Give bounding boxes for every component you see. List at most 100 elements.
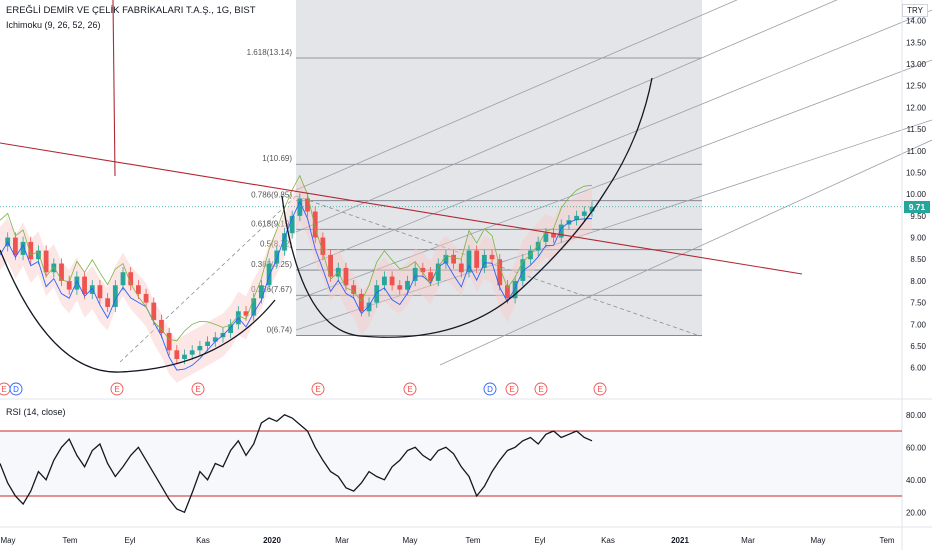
event-badge-label: D (13, 385, 19, 394)
time-tick-label: May (0, 536, 15, 545)
fib-level-label: 0.382(8.25) (251, 260, 292, 269)
rsi-tick-label: 20.00 (906, 508, 927, 517)
time-tick-label: Eyl (534, 536, 545, 545)
candle-body (289, 215, 295, 234)
candle-body (458, 263, 464, 273)
candle-body (374, 285, 380, 303)
time-tick-label: Eyl (124, 536, 135, 545)
price-tick-label: 12.00 (906, 103, 927, 112)
candle-body (358, 293, 364, 312)
candle-body (474, 250, 480, 268)
time-tick-label: Kas (601, 536, 615, 545)
candle-body (558, 224, 564, 238)
candle-body (120, 272, 126, 286)
price-tick-label: 9.00 (910, 234, 926, 243)
rsi-tick-label: 60.00 (906, 443, 927, 452)
fib-level-label: 0.236(7.67) (251, 285, 292, 294)
candle-body (420, 267, 426, 273)
candle-body (174, 350, 180, 359)
time-tick-label: Tem (879, 536, 894, 545)
candle-body (443, 254, 449, 264)
candle-body (481, 254, 487, 268)
candle-body (36, 250, 41, 260)
time-tick-label: Tem (62, 536, 77, 545)
event-badge (534, 382, 548, 396)
candle-body (412, 267, 418, 281)
price-tick-label: 14.00 (906, 17, 927, 26)
tenkan-line (0, 200, 593, 371)
event-badge-label: E (1, 385, 6, 394)
descending-trendline (0, 142, 803, 275)
time-tick-label: May (810, 536, 825, 545)
rsi-panel-group: 20.00 40.00 60.00 80.00 (0, 398, 932, 517)
price-tick-label: 7.50 (910, 299, 926, 308)
time-tick-label: May (402, 536, 417, 545)
candle-body (151, 302, 157, 320)
rsi-tick-label: 40.00 (906, 476, 927, 485)
time-tick-label: Kas (196, 536, 210, 545)
candle-body (489, 254, 495, 260)
candle-body (397, 285, 403, 290)
ichimoku-cloud (0, 179, 592, 383)
candle-body (28, 241, 34, 260)
candle-body (205, 341, 210, 346)
event-badge-label: E (538, 385, 543, 394)
fib-level-label: 0.786(9.85) (251, 191, 292, 200)
event-badge-label: E (195, 385, 200, 394)
candle-body (512, 280, 518, 299)
candle-body (74, 276, 80, 290)
event-badge (311, 382, 325, 396)
candle-body (82, 276, 87, 294)
event-badge-label: D (487, 385, 493, 394)
rsi-label[interactable]: RSI (14, close) (6, 407, 66, 417)
fib-level-label: 1(10.69) (262, 154, 292, 163)
candle-body (435, 263, 441, 281)
indicator-label[interactable]: Ichimoku (9, 26, 52, 26) (6, 20, 101, 30)
time-tick-label: Mar (741, 536, 755, 545)
price-axis-group: 6.00 6.50 7.00 7.50 8.00 8.50 9.00 9.50 10.00 10.… (901, 0, 927, 550)
candle-body (89, 285, 95, 294)
candle-body (212, 337, 218, 342)
candle-body (282, 233, 287, 251)
price-tick-label: 8.00 (910, 277, 926, 286)
candle-body (497, 259, 503, 286)
candle-body (43, 250, 49, 273)
event-badge-label: E (114, 385, 119, 394)
candle-body (428, 272, 433, 281)
candle-body (259, 285, 264, 299)
currency-badge[interactable]: TRY (902, 4, 928, 17)
fib-level-label: 0(6.74) (267, 326, 293, 335)
price-tick-label: 11.00 (907, 147, 927, 156)
fib-fan-line (295, 0, 838, 233)
price-tick-label: 10.00 (906, 190, 927, 199)
event-badge-label: E (315, 385, 320, 394)
candle-body (351, 285, 357, 294)
candle-body (405, 280, 410, 290)
candle-body (20, 241, 26, 255)
price-tick-label: 9.50 (910, 212, 926, 221)
candle-body (105, 298, 111, 307)
rsi-tick-label: 80.00 (906, 411, 927, 420)
candle-body (551, 233, 556, 238)
event-badge (505, 382, 519, 396)
candle-body (189, 350, 195, 355)
chart-title: EREĞLİ DEMİR VE ÇELİK FABRİKALARI T.A.Ş.… (6, 5, 256, 16)
event-badge (191, 382, 205, 396)
candle-body (574, 215, 580, 221)
event-badge-label: E (597, 385, 602, 394)
candle-body (312, 211, 318, 238)
event-badge (483, 382, 497, 396)
fib-fan-line (295, 119, 932, 331)
candle-body (328, 254, 333, 277)
trendline-group (0, 0, 803, 373)
candle-body (274, 250, 280, 264)
candle-body (389, 276, 395, 286)
candle-body (543, 233, 549, 242)
time-tick-label: Mar (335, 536, 349, 545)
candle-body (51, 263, 57, 273)
price-tick-label: 10.50 (906, 168, 927, 177)
candle-body (251, 298, 257, 316)
candle-body (589, 206, 595, 212)
time-axis-group: May Tem Eyl Kas 2020 Mar May Tem Eyl Kas 2021 Mar Ma… (0, 526, 932, 545)
